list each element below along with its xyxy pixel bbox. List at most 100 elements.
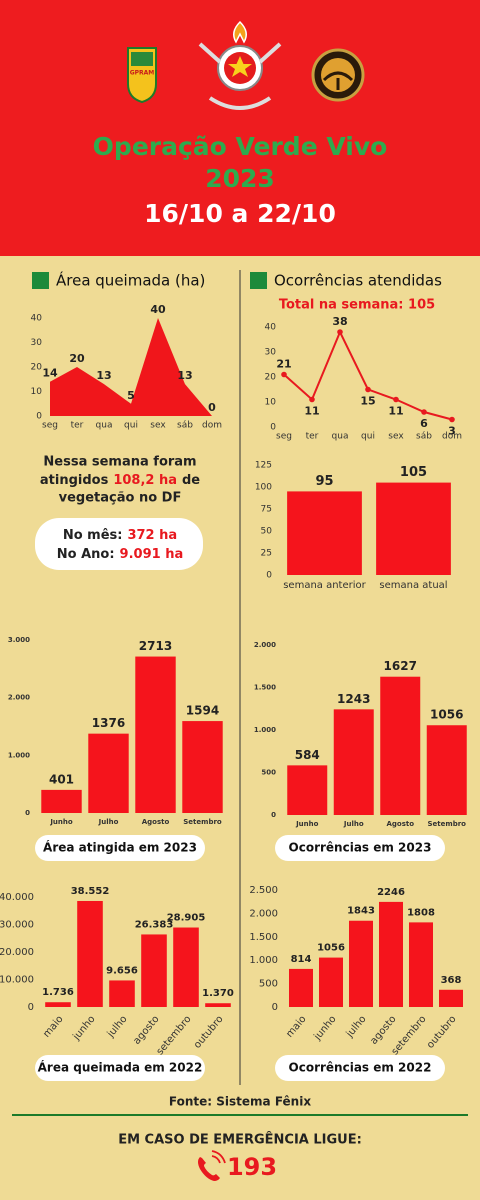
y-tick-label: 0 [272, 1002, 278, 1013]
month-label: No mês: [63, 528, 123, 543]
summary-line: vegetação no DF [59, 491, 182, 506]
y-tick-label: 20 [265, 373, 277, 383]
chart-title: Área queimada em 2022 [38, 1060, 203, 1075]
data-label: 20 [69, 352, 85, 365]
data-label: 1056 [317, 943, 345, 954]
x-tick-label: Agosto [386, 820, 414, 828]
data-label: 1056 [430, 708, 463, 722]
data-label: 3 [448, 425, 456, 438]
year-total: No Ano: 9.091 ha [57, 547, 183, 562]
data-label: 584 [295, 748, 320, 762]
x-tick-label: Julho [98, 818, 119, 826]
summary-text: atingidos [40, 473, 109, 488]
bar [41, 789, 82, 813]
point [309, 396, 315, 403]
source: Fonte: Sistema Fênix [169, 1095, 311, 1109]
x-tick-label: qua [332, 432, 349, 442]
x-tick-label: Agosto [142, 818, 170, 826]
y-tick-label: 1.500 [254, 684, 276, 692]
summary-text: de [182, 473, 200, 488]
bar [88, 733, 129, 813]
x-tick-label: Setembro [428, 820, 467, 828]
data-label: 38.552 [71, 886, 110, 897]
data-label: 6 [420, 417, 428, 430]
x-tick-label: dom [442, 432, 462, 442]
point [337, 329, 343, 335]
bar [287, 491, 362, 575]
data-label: 26.383 [135, 919, 174, 930]
chart-title: Ocorrências em 2022 [289, 1061, 432, 1075]
data-label: 38 [332, 315, 347, 328]
data-label: 11 [388, 405, 403, 418]
y-tick-label: 500 [261, 769, 276, 777]
x-tick-label: qui [124, 421, 138, 431]
y-tick-label: 2.000 [249, 908, 278, 919]
y-tick-label: 50 [261, 527, 273, 537]
y-tick-label: 20 [31, 363, 43, 373]
logo-left: GPRAM [127, 47, 157, 104]
x-tick-label: qua [96, 421, 113, 431]
bar [439, 989, 463, 1007]
title-box [35, 1055, 205, 1081]
y-tick-label: 0 [266, 571, 272, 581]
y-tick-label: 40 [265, 323, 277, 333]
y-tick-label: 500 [259, 979, 278, 990]
bar [77, 900, 103, 1007]
y-tick-label: 2.000 [254, 641, 276, 649]
bar [287, 765, 328, 815]
y-tick-label: 25 [261, 549, 272, 559]
y-tick-label: 40 [31, 314, 43, 324]
data-label: 13 [177, 369, 192, 382]
y-tick-label: 10 [31, 387, 43, 397]
data-label: 1.736 [42, 987, 74, 998]
y-tick-label: 0 [270, 423, 276, 433]
data-label: 13 [96, 369, 111, 382]
bar [319, 957, 343, 1007]
y-tick-label: 10 [265, 398, 277, 408]
summary-highlight: 108,2 ha [113, 473, 177, 488]
data-label: 0 [208, 401, 216, 414]
logo-text: GPRAM [130, 70, 155, 77]
x-tick-label: dom [202, 421, 222, 431]
x-tick-label: Junho [49, 818, 73, 826]
data-label: 2713 [139, 639, 172, 653]
data-label: 9.656 [106, 965, 138, 976]
y-tick-label: 100 [255, 483, 272, 493]
area [50, 318, 212, 416]
data-label: 2246 [377, 887, 405, 898]
header-dates: 16/10 a 22/10 [144, 199, 336, 228]
data-label: 1.370 [202, 988, 234, 999]
point [421, 409, 427, 415]
phone-icon [198, 1150, 226, 1181]
point [393, 396, 399, 403]
bar [173, 927, 199, 1007]
y-tick-label: 0 [36, 412, 42, 422]
y-tick-label: 2.000 [8, 694, 30, 702]
y-tick-label: 75 [261, 505, 272, 515]
data-label: 95 [315, 474, 333, 489]
bar [289, 968, 313, 1007]
x-tick-label: semana atual [379, 580, 447, 591]
y-tick-label: 0 [28, 1002, 34, 1013]
x-tick-label: Setembro [183, 818, 222, 826]
chart-title: Área atingida em 2023 [43, 840, 197, 855]
y-tick-label: 30 [31, 338, 43, 348]
title-marker [250, 272, 267, 289]
data-label: 28.905 [167, 913, 206, 924]
emergency-text: EM CASO DE EMERGÊNCIA LIGUE: [118, 1132, 362, 1148]
summary-line: Nessa semana foram [43, 455, 196, 470]
y-tick-label: 1.000 [8, 751, 30, 759]
y-tick-label: 1.500 [249, 932, 278, 943]
x-tick-label: sáb [177, 421, 193, 431]
data-label: 40 [150, 303, 166, 316]
data-label: 1808 [407, 907, 435, 918]
title-marker [32, 272, 49, 289]
year-label: No Ano: [57, 547, 115, 562]
year-value: 9.091 ha [120, 547, 184, 562]
data-label: 814 [291, 954, 312, 965]
x-tick-label: sex [150, 421, 166, 431]
data-label: 401 [49, 772, 74, 786]
bar [409, 922, 433, 1007]
header-title: Operação Verde Vivo [93, 132, 388, 161]
